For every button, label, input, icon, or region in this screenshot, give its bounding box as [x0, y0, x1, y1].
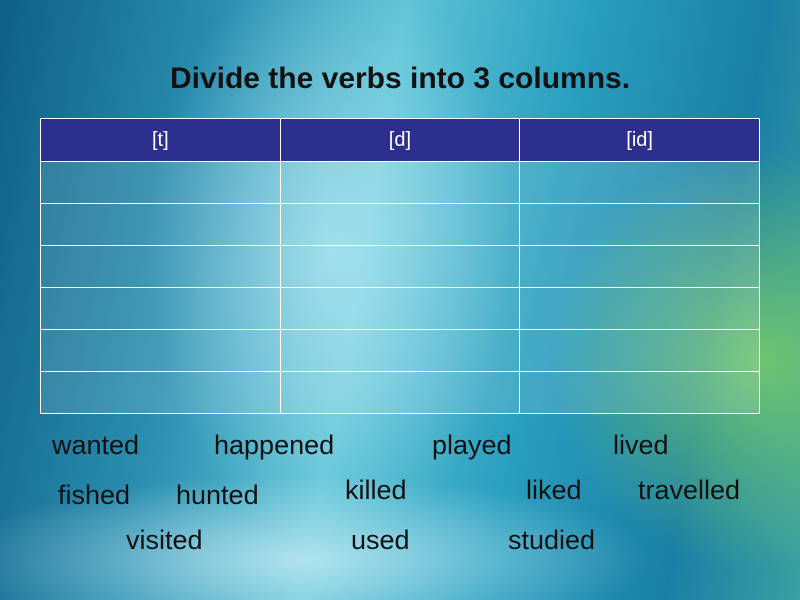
verb-table: [t] [d] [id]	[40, 118, 760, 414]
empty-cell	[279, 287, 521, 330]
verb-word: used	[351, 525, 410, 555]
empty-row	[40, 329, 760, 372]
verb-word: studied	[508, 525, 596, 555]
empty-row	[40, 203, 760, 246]
empty-cell	[279, 371, 521, 414]
empty-cell	[519, 371, 760, 414]
column-header: [d]	[279, 118, 521, 162]
empty-cell	[40, 371, 281, 414]
empty-cell	[519, 245, 760, 288]
title: Divide the verbs into 3 columns.	[169, 62, 631, 95]
empty-row	[40, 371, 760, 414]
verb-word: travelled	[638, 475, 741, 505]
verb-word: wanted	[52, 430, 140, 460]
empty-cell	[519, 287, 760, 330]
empty-row	[40, 245, 760, 288]
verb-word: liked	[526, 475, 582, 505]
empty-row	[40, 287, 760, 330]
verb-word: killed	[345, 475, 407, 505]
header-row: [t] [d] [id]	[40, 118, 760, 162]
empty-cell	[40, 203, 281, 246]
verb-word: hunted	[176, 480, 259, 510]
column-header: [id]	[519, 118, 760, 162]
empty-cell	[279, 203, 521, 246]
empty-cell	[40, 329, 281, 372]
empty-cell	[279, 329, 521, 372]
table-body	[40, 161, 760, 414]
empty-cell	[519, 329, 760, 372]
verb-word: lived	[613, 430, 669, 460]
empty-cell	[519, 203, 760, 246]
column-header: [t]	[40, 118, 281, 162]
empty-cell	[40, 161, 281, 204]
empty-cell	[40, 245, 281, 288]
empty-cell	[279, 245, 521, 288]
verb-word: played	[432, 430, 512, 460]
empty-cell	[519, 161, 760, 204]
verb-word: visited	[126, 525, 203, 555]
empty-cell	[40, 287, 281, 330]
verb-word: fished	[58, 480, 131, 510]
verb-word: happened	[214, 430, 335, 460]
empty-cell	[279, 161, 521, 204]
empty-row	[40, 161, 760, 204]
